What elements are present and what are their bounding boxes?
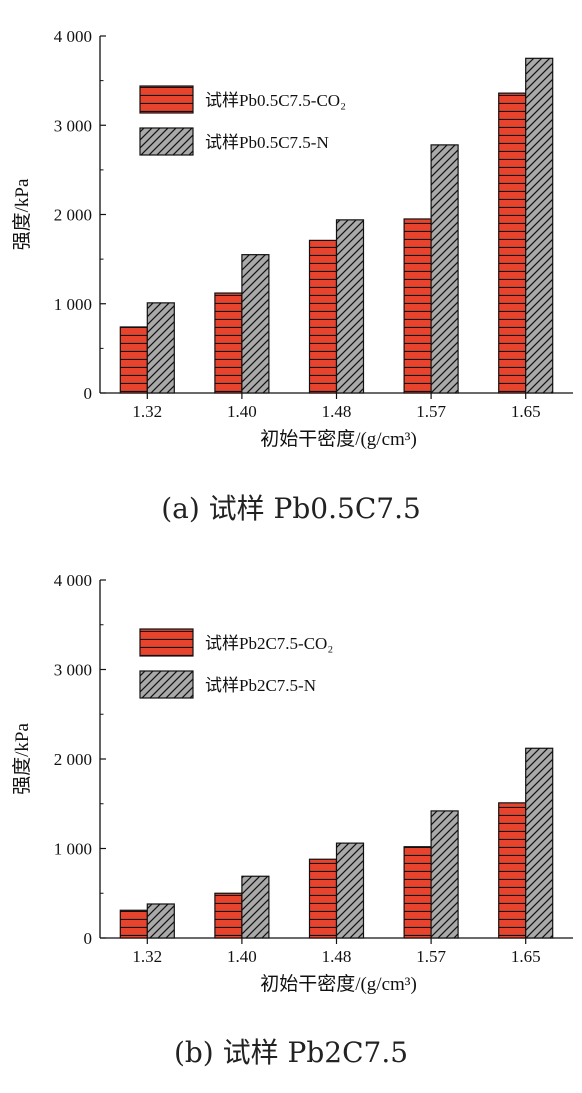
y-tick-label: 1 000 bbox=[54, 840, 92, 859]
legend-label-n: 试样Pb2C7.5-N bbox=[205, 676, 316, 695]
bar-n-1.48 bbox=[335, 842, 365, 939]
x-tick-label: 1.40 bbox=[227, 402, 257, 421]
bar-co2-1.32 bbox=[119, 326, 148, 394]
y-axis-title: 强度/kPa bbox=[11, 178, 33, 250]
x-tick-label: 1.65 bbox=[511, 402, 541, 421]
bar-co2-1.48 bbox=[308, 858, 338, 939]
x-tick-label: 1.48 bbox=[322, 947, 352, 966]
legend-swatch-co2 bbox=[139, 628, 194, 657]
bar-co2-1.48 bbox=[308, 239, 338, 394]
bar-co2-1.57 bbox=[403, 846, 432, 939]
x-tick-label: 1.65 bbox=[511, 947, 541, 966]
bar-n-1.40 bbox=[241, 254, 270, 394]
x-axis-title: 初始干密度/(g/cm³) bbox=[260, 428, 417, 450]
y-tick-label: 1 000 bbox=[54, 295, 92, 314]
y-tick-label: 4 000 bbox=[54, 27, 92, 46]
x-tick-label: 1.57 bbox=[416, 947, 446, 966]
y-tick-label: 0 bbox=[84, 929, 93, 948]
x-tick-label: 1.40 bbox=[227, 947, 257, 966]
y-tick-label: 2 000 bbox=[54, 750, 92, 769]
chart-panel-b: 0 1 000 2 000 3 000 4 000 1.32 1.40 1.48 1.57 1.6… bbox=[11, 571, 573, 1069]
y-tick-label: 4 000 bbox=[54, 571, 92, 590]
y-tick-label: 2 000 bbox=[54, 206, 92, 225]
x-tick-label: 1.32 bbox=[132, 947, 162, 966]
bar-co2-1.40 bbox=[214, 892, 243, 939]
bar-n-1.65 bbox=[525, 57, 554, 394]
bar-n-1.40 bbox=[241, 875, 270, 939]
x-axis-title: 初始干密度/(g/cm³) bbox=[260, 973, 417, 995]
x-tick-label: 1.32 bbox=[132, 402, 162, 421]
bar-n-1.57 bbox=[430, 810, 459, 939]
y-axis-title: 强度/kPa bbox=[11, 723, 33, 795]
legend-swatch-n bbox=[139, 670, 194, 699]
bar-co2-1.57 bbox=[403, 218, 432, 394]
chart-panel-a: 0 1 000 2 000 3 000 4 000 1.32 1.40 1.48 1.57 1.6… bbox=[11, 27, 573, 525]
bar-co2-1.32 bbox=[119, 909, 148, 939]
y-tick-label: 0 bbox=[84, 384, 93, 403]
x-tick-label: 1.57 bbox=[416, 402, 446, 421]
bar-n-1.57 bbox=[430, 144, 459, 394]
bar-n-1.32 bbox=[146, 903, 175, 939]
bar-n-1.32 bbox=[146, 302, 175, 394]
y-tick-label: 3 000 bbox=[54, 116, 92, 135]
legend-swatch-co2 bbox=[139, 85, 194, 114]
legend-label-co2: 试样Pb2C7.5-CO₂ bbox=[205, 634, 333, 653]
bar-n-1.65 bbox=[525, 747, 554, 939]
bar-co2-1.65 bbox=[498, 92, 527, 394]
bar-co2-1.40 bbox=[214, 292, 243, 394]
bar-co2-1.65 bbox=[498, 802, 527, 939]
legend-label-n: 试样Pb0.5C7.5-N bbox=[205, 133, 329, 152]
y-tick-label: 3 000 bbox=[54, 661, 92, 680]
legend-label-co2: 试样Pb0.5C7.5-CO₂ bbox=[205, 91, 346, 110]
figure-caption: (a) 试样 Pb0.5C7.5 bbox=[161, 492, 421, 525]
bar-n-1.48 bbox=[335, 219, 365, 394]
figure-caption: (b) 试样 Pb2C7.5 bbox=[174, 1036, 408, 1069]
legend-swatch-n bbox=[139, 127, 194, 156]
x-tick-label: 1.48 bbox=[322, 402, 352, 421]
